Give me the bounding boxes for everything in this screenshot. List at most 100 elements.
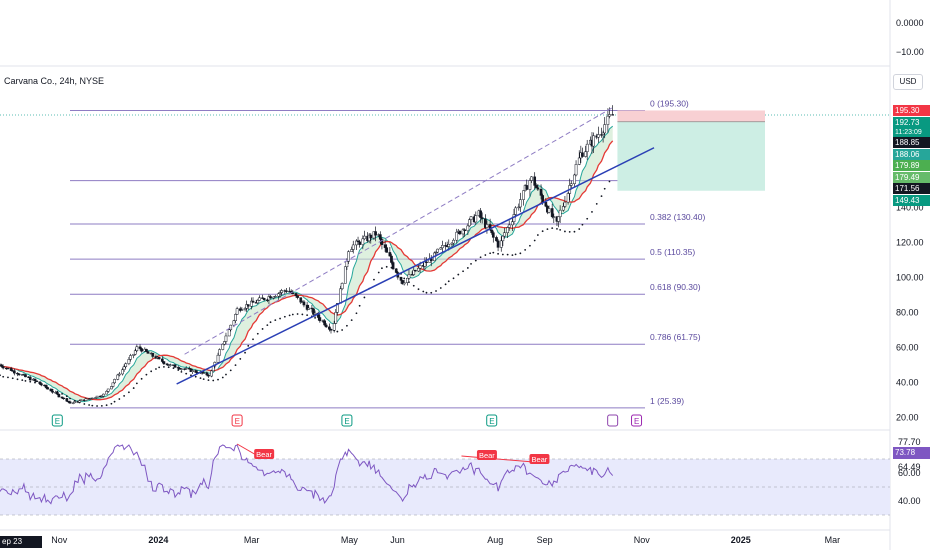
currency-button[interactable]: USD bbox=[893, 74, 923, 90]
candle-body bbox=[517, 206, 521, 209]
candle-body bbox=[157, 357, 161, 360]
candle-body bbox=[49, 388, 53, 392]
envelope-dot bbox=[288, 314, 291, 317]
candle-body bbox=[347, 251, 350, 262]
earnings-marker[interactable] bbox=[486, 414, 498, 427]
envelope-dot bbox=[519, 252, 522, 255]
candle-body bbox=[539, 188, 543, 196]
candle-body bbox=[65, 398, 69, 402]
envelope-dot bbox=[16, 378, 19, 381]
candle-body bbox=[550, 208, 554, 217]
earnings-marker-label: E bbox=[235, 417, 240, 426]
envelope-dot bbox=[247, 344, 250, 347]
candle-body bbox=[463, 229, 467, 232]
candle-body bbox=[291, 292, 295, 295]
price-axis[interactable]: 20.00 40.00 60.00 80.00 100.00 120.00 140.00 bbox=[896, 202, 924, 422]
envelope-dot bbox=[34, 381, 36, 384]
envelope-dot bbox=[155, 368, 157, 370]
envelope-dot bbox=[69, 397, 71, 400]
earnings-marker[interactable] bbox=[631, 414, 643, 427]
candle-body bbox=[46, 387, 50, 390]
envelope-dot bbox=[256, 332, 259, 335]
candle-body bbox=[351, 244, 355, 250]
trendlines[interactable] bbox=[176, 107, 655, 385]
bear-divergence-tag[interactable] bbox=[529, 454, 550, 464]
envelope-dot bbox=[314, 317, 316, 319]
envelope-dot bbox=[212, 379, 215, 382]
candle-body bbox=[592, 135, 595, 147]
earnings-marker[interactable] bbox=[51, 414, 63, 427]
time-axis-label: Nov bbox=[634, 535, 651, 545]
envelope-dot bbox=[355, 312, 358, 315]
envelope-dot bbox=[24, 379, 27, 382]
candle-body bbox=[522, 190, 525, 200]
candle-body bbox=[224, 335, 228, 342]
chart-title: Carvana Co., 24h, NYSE bbox=[4, 76, 105, 86]
envelope-dot bbox=[217, 378, 219, 381]
take-profit-zone[interactable] bbox=[617, 121, 765, 191]
candle-body bbox=[176, 367, 180, 369]
short-position-tool[interactable] bbox=[617, 110, 765, 191]
candle-body bbox=[33, 378, 37, 382]
candle-body bbox=[122, 366, 126, 371]
candle-body bbox=[541, 195, 544, 203]
candle-body bbox=[606, 115, 610, 125]
candle-body bbox=[246, 304, 250, 307]
candle-body bbox=[116, 374, 120, 380]
candle-body bbox=[310, 307, 314, 310]
envelope-dot bbox=[110, 402, 113, 405]
price-tag: 171.56 bbox=[893, 183, 930, 195]
candle-body bbox=[491, 232, 495, 238]
candle-body bbox=[585, 143, 589, 152]
candle-body bbox=[12, 370, 16, 374]
candle-body bbox=[229, 324, 233, 330]
earnings-marker[interactable] bbox=[231, 414, 243, 427]
candle-body bbox=[312, 308, 315, 315]
envelope-dot bbox=[608, 180, 611, 183]
candle-body bbox=[380, 239, 384, 245]
envelope-dot bbox=[363, 296, 366, 299]
envelope-dot bbox=[140, 377, 143, 380]
earnings-marker[interactable] bbox=[341, 414, 353, 427]
candle-body bbox=[569, 183, 573, 186]
trendline-channel-top[interactable] bbox=[184, 107, 613, 355]
stop-loss-zone[interactable] bbox=[617, 110, 765, 122]
envelope-dot bbox=[430, 291, 433, 294]
candle-body bbox=[611, 114, 615, 116]
candle-body bbox=[285, 290, 288, 292]
candle-body bbox=[458, 230, 462, 235]
time-axis[interactable]: Nov 2024 Mar May Jun Aug Sep Nov 2025 Mar bbox=[51, 535, 840, 545]
candle-body bbox=[28, 377, 32, 381]
envelope-dot bbox=[425, 291, 428, 294]
envelope-dot bbox=[291, 313, 294, 316]
envelope-dot bbox=[301, 313, 304, 316]
bear-divergence-tag[interactable] bbox=[476, 450, 497, 460]
envelope-dot bbox=[452, 277, 455, 280]
envelope-dot bbox=[474, 259, 477, 262]
candle-body bbox=[388, 252, 392, 257]
envelope-dot bbox=[21, 379, 24, 382]
envelope-dot bbox=[462, 270, 464, 273]
candle-body bbox=[111, 382, 115, 387]
envelope-dot bbox=[207, 379, 210, 382]
candle-body bbox=[51, 390, 54, 393]
rsi-pane[interactable]: 40.00 60.00 77.70 64.49 Bear Bear Bear bbox=[0, 437, 921, 516]
envelope-dot bbox=[381, 267, 383, 270]
candle-body bbox=[450, 242, 454, 245]
envelope-dot bbox=[105, 404, 108, 407]
candle-body bbox=[202, 372, 206, 374]
fib-level-label: 0.5 (110.35) bbox=[650, 247, 695, 257]
envelope-dot bbox=[501, 253, 504, 256]
candle-body bbox=[184, 368, 188, 370]
trendline-support[interactable] bbox=[176, 147, 655, 385]
candle-body bbox=[574, 164, 578, 176]
candle-body bbox=[235, 308, 239, 315]
candle-body bbox=[269, 296, 272, 299]
time-axis-label: 2025 bbox=[731, 535, 751, 545]
bear-divergence-tag[interactable] bbox=[254, 449, 275, 459]
envelope-dot bbox=[163, 365, 165, 368]
earnings-marker[interactable] bbox=[607, 414, 619, 427]
candle-body bbox=[401, 280, 404, 285]
